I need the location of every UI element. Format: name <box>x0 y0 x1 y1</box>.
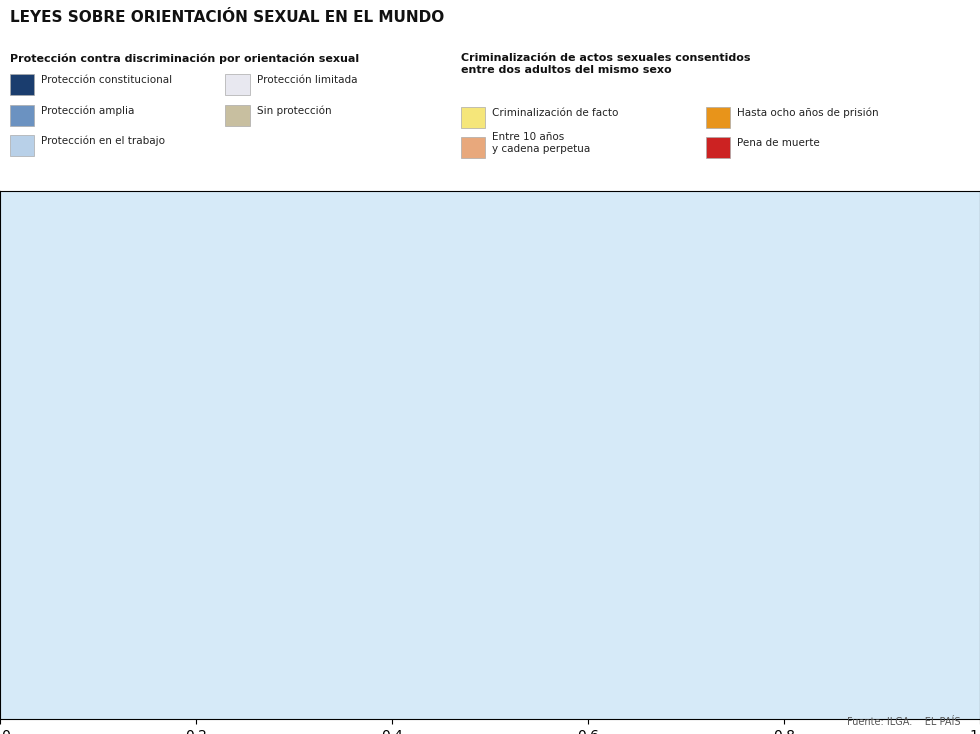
Bar <box>706 137 730 159</box>
Bar <box>706 107 730 128</box>
Text: Criminalización de facto: Criminalización de facto <box>492 108 618 117</box>
Text: Sin protección: Sin protección <box>257 106 331 116</box>
Text: Protección en el trabajo: Protección en el trabajo <box>41 136 166 147</box>
Text: Hasta ocho años de prisión: Hasta ocho años de prisión <box>737 107 879 118</box>
Text: Pena de muerte: Pena de muerte <box>737 138 819 148</box>
Bar <box>10 105 34 126</box>
Bar <box>461 107 485 128</box>
Text: Protección contra discriminación por orientación sexual: Protección contra discriminación por ori… <box>10 54 359 64</box>
Bar <box>10 136 34 156</box>
Text: Protección constitucional: Protección constitucional <box>41 75 172 85</box>
Bar <box>225 74 250 95</box>
Text: Entre 10 años
y cadena perpetua: Entre 10 años y cadena perpetua <box>492 132 590 154</box>
Text: Protección amplia: Protección amplia <box>41 106 134 116</box>
Text: Fuente: ILGA.    EL PAÍS: Fuente: ILGA. EL PAÍS <box>847 716 960 727</box>
Bar <box>461 137 485 159</box>
Text: Criminalización de actos sexuales consentidos
entre dos adultos del mismo sexo: Criminalización de actos sexuales consen… <box>461 54 750 75</box>
Text: LEYES SOBRE ORIENTACIÓN SEXUAL EN EL MUNDO: LEYES SOBRE ORIENTACIÓN SEXUAL EN EL MUN… <box>10 10 444 24</box>
Text: Protección limitada: Protección limitada <box>257 75 358 85</box>
Bar <box>225 105 250 126</box>
Bar <box>10 74 34 95</box>
